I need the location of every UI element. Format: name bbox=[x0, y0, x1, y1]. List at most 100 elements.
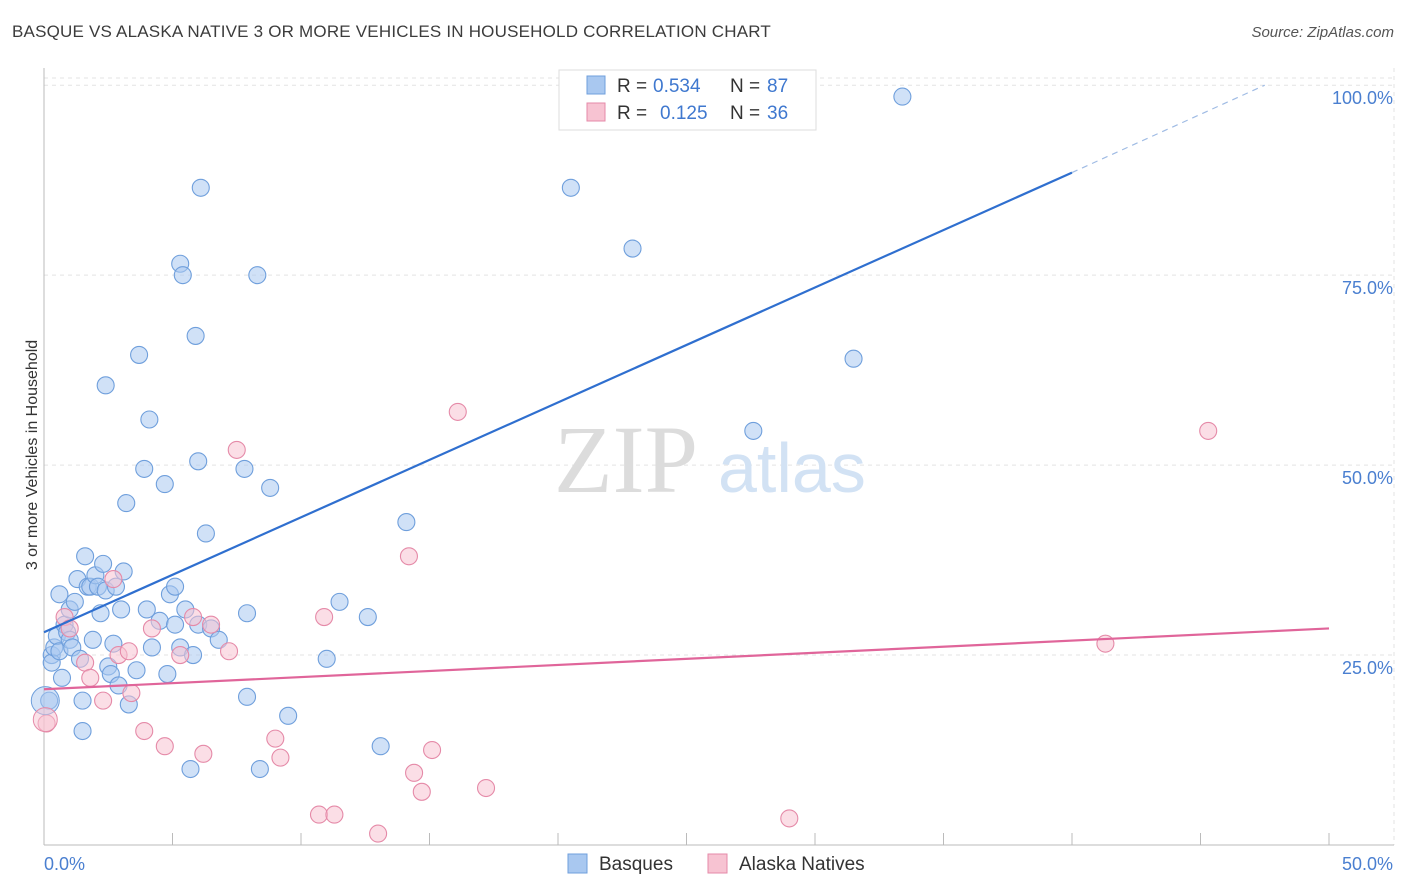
alaska-natives-point-30 bbox=[476, 778, 496, 798]
y-tick-labels: 25.0% 50.0% 75.0% 100.0% bbox=[1332, 88, 1393, 678]
legend-r-value-0: 0.534 bbox=[653, 76, 701, 97]
data-points bbox=[30, 87, 1218, 843]
y-axis-label: 3 or more Vehicles in Household bbox=[24, 340, 41, 570]
alaska-natives-point-20 bbox=[271, 748, 290, 767]
basques-point-57 bbox=[189, 452, 208, 471]
alaska-natives-point-21 bbox=[309, 805, 329, 824]
legend-n-label-0: N = bbox=[730, 76, 760, 97]
basques-point-59 bbox=[196, 524, 215, 543]
alaska-natives-point-17 bbox=[219, 642, 239, 661]
basques-point-40 bbox=[137, 600, 156, 619]
basques-point-75 bbox=[623, 239, 642, 258]
basques-point-76 bbox=[744, 421, 763, 440]
basques-trend-line bbox=[43, 171, 1073, 634]
basques-point-65 bbox=[248, 266, 267, 285]
basques-point-63 bbox=[237, 604, 257, 623]
alaska-natives-point-14 bbox=[184, 608, 203, 627]
bottom-legend-swatch-basques bbox=[567, 853, 588, 874]
alaska-natives-cluster-point bbox=[32, 707, 58, 733]
legend-n-value-1: 36 bbox=[767, 103, 788, 124]
bottom-legend-label-basques: Basques bbox=[599, 854, 673, 875]
y-tick-label-25: 25.0% bbox=[1342, 658, 1393, 678]
alaska-natives-point-18 bbox=[227, 440, 246, 459]
basques-point-51 bbox=[173, 266, 192, 285]
basques-point-77 bbox=[844, 349, 863, 368]
basques-point-73 bbox=[397, 513, 416, 532]
chart-title: BASQUE VS ALASKA NATIVE 3 OR MORE VEHICL… bbox=[12, 22, 772, 41]
alaska-natives-point-33 bbox=[1199, 421, 1218, 440]
basques-point-13 bbox=[65, 592, 84, 611]
alaska-natives-point-31 bbox=[780, 809, 799, 828]
basques-point-7 bbox=[52, 668, 72, 687]
legend-r-value-1: 0.125 bbox=[660, 103, 708, 124]
basques-point-44 bbox=[155, 475, 174, 494]
basques-point-69 bbox=[317, 649, 336, 668]
legend-r-label-0: R = bbox=[617, 76, 647, 97]
basques-point-16 bbox=[73, 691, 92, 710]
alaska-natives-point-26 bbox=[405, 763, 424, 782]
basques-point-55 bbox=[186, 326, 205, 345]
basques-point-64 bbox=[237, 687, 257, 706]
basques-point-21 bbox=[83, 630, 102, 649]
y-tick-label-50: 50.0% bbox=[1342, 468, 1393, 488]
source-label: Source: ZipAtlas.com bbox=[1251, 24, 1394, 41]
basques-point-33 bbox=[112, 600, 131, 619]
basques-point-67 bbox=[261, 478, 280, 497]
alaska-natives-point-23 bbox=[325, 805, 344, 824]
basques-point-18 bbox=[76, 547, 95, 566]
basques-point-38 bbox=[130, 345, 149, 364]
basques-point-70 bbox=[330, 592, 349, 611]
alaska-natives-point-4 bbox=[81, 668, 100, 687]
basques-point-25 bbox=[94, 554, 113, 573]
basques-point-78 bbox=[893, 87, 912, 106]
basques-point-35 bbox=[117, 494, 136, 513]
basques-point-47 bbox=[166, 577, 185, 596]
alaska-natives-point-5 bbox=[94, 691, 113, 710]
basques-point-6 bbox=[50, 585, 69, 604]
basques-point-62 bbox=[235, 459, 254, 478]
basques-point-74 bbox=[561, 178, 580, 197]
watermark-zip: ZIP bbox=[554, 406, 698, 513]
alaska-natives-point-28 bbox=[423, 740, 442, 760]
legend: R = 0.534 N = 87 R = 0.125 N = 36 bbox=[558, 69, 817, 131]
y-tick-label-100: 100.0% bbox=[1332, 88, 1393, 108]
basques-point-53 bbox=[181, 759, 200, 779]
basques-point-17 bbox=[73, 721, 92, 741]
alaska-natives-point-15 bbox=[194, 744, 213, 763]
alaska-natives-point-25 bbox=[399, 547, 418, 566]
legend-r-label-1: R = bbox=[617, 103, 647, 124]
alaska-natives-point-24 bbox=[369, 824, 388, 843]
legend-swatch-alaska-natives bbox=[586, 102, 606, 122]
alaska-natives-trend-line bbox=[43, 627, 1330, 691]
alaska-natives-point-12 bbox=[155, 737, 174, 756]
alaska-natives-point-13 bbox=[171, 645, 190, 665]
basques-point-61 bbox=[209, 630, 228, 649]
bottom-legend-label-alaska-natives: Alaska Natives bbox=[739, 854, 865, 875]
basques-point-71 bbox=[358, 608, 377, 627]
trend-lines bbox=[43, 84, 1330, 691]
alaska-natives-point-19 bbox=[266, 729, 285, 748]
alaska-natives-point-16 bbox=[202, 615, 221, 634]
y-tick-label-75: 75.0% bbox=[1342, 278, 1393, 298]
basques-point-68 bbox=[279, 706, 298, 725]
x-tick-label-max: 50.0% bbox=[1342, 854, 1393, 874]
basques-point-48 bbox=[166, 615, 185, 634]
bottom-legend: Basques Alaska Natives bbox=[567, 853, 865, 875]
watermark-atlas: atlas bbox=[718, 429, 866, 507]
basques-point-66 bbox=[250, 759, 269, 779]
basques-point-58 bbox=[191, 178, 210, 197]
legend-swatch-basques bbox=[586, 75, 606, 95]
basques-point-41 bbox=[140, 410, 159, 429]
watermark: ZIP atlas bbox=[554, 406, 866, 513]
alaska-natives-point-9 bbox=[122, 683, 141, 703]
basques-point-39 bbox=[135, 459, 154, 478]
legend-n-label-1: N = bbox=[730, 103, 760, 124]
alaska-natives-point-10 bbox=[135, 721, 154, 741]
legend-n-value-0: 87 bbox=[767, 76, 788, 97]
basques-trend-extension bbox=[1071, 84, 1265, 174]
alaska-natives-point-22 bbox=[315, 608, 334, 627]
basques-point-26 bbox=[96, 376, 115, 395]
basques-point-42 bbox=[142, 638, 161, 657]
bottom-legend-swatch-alaska-natives bbox=[707, 853, 728, 874]
x-tick-label-min: 0.0% bbox=[44, 854, 85, 874]
